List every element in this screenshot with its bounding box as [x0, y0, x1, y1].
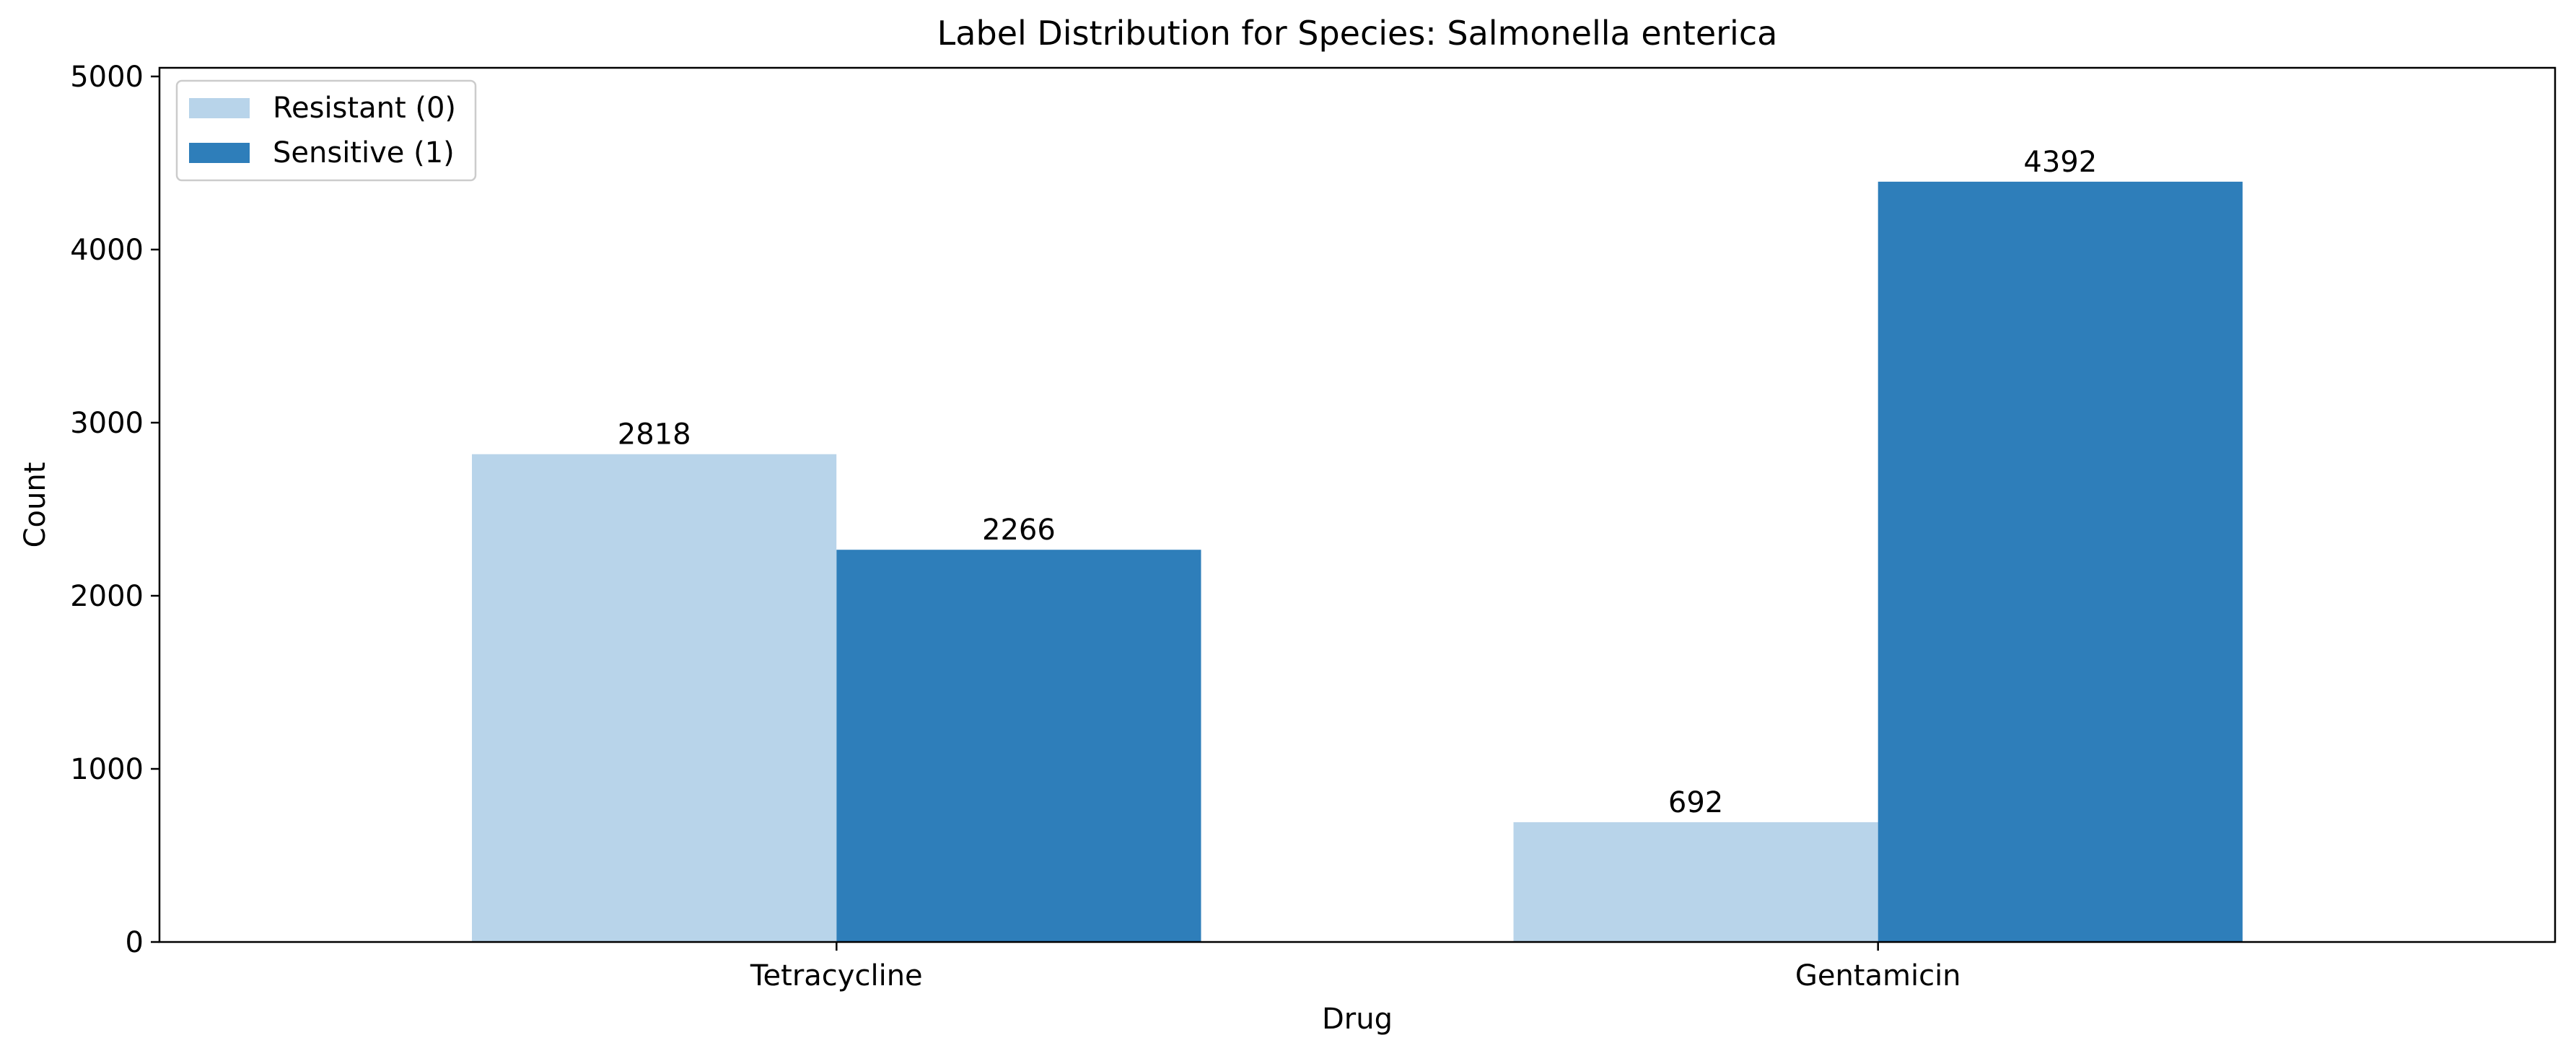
y-tick-label: 5000 [70, 61, 144, 94]
bar-value-labels: 2818 692 2266 4392 [618, 146, 2097, 819]
y-tick-label: 3000 [70, 407, 144, 440]
x-tick-label: Gentamicin [1795, 959, 1961, 992]
plot-frame [158, 66, 2557, 943]
y-axis-title: Count [19, 462, 52, 548]
legend: Resistant (0) Sensitive (1) [175, 79, 477, 182]
bar-gentamicin-series-0 [1513, 822, 1878, 942]
bar-value-label: 4392 [2023, 146, 2097, 179]
chart-title: Label Distribution for Species: Salmonel… [937, 14, 1778, 53]
bar-gentamicin-series-1 [1878, 181, 2243, 942]
bar-value-label: 692 [1668, 786, 1723, 819]
y-tick-label: 4000 [70, 234, 144, 267]
x-axis-title: Drug [1322, 1003, 1393, 1036]
legend-label-resistant: Resistant (0) [273, 92, 456, 125]
legend-label-sensitive: Sensitive (1) [273, 136, 455, 170]
y-tick-label: 1000 [70, 753, 144, 786]
bars-group [472, 181, 2243, 942]
legend-swatch-resistant [189, 98, 250, 118]
bar-tetracycline-series-1 [836, 550, 1201, 942]
y-axis: 0 1000 2000 3000 4000 5000 [70, 61, 159, 959]
y-tick-label: 0 [126, 926, 144, 959]
x-tick-label: Tetracycline [750, 959, 923, 992]
bar-value-label: 2266 [982, 514, 1056, 547]
y-tick-label: 2000 [70, 580, 144, 613]
legend-swatch-sensitive [189, 143, 250, 163]
legend-box [175, 79, 477, 182]
bar-tetracycline-series-0 [472, 454, 837, 942]
bar-value-label: 2818 [618, 418, 691, 452]
x-axis: Tetracycline Gentamicin [750, 942, 1961, 992]
